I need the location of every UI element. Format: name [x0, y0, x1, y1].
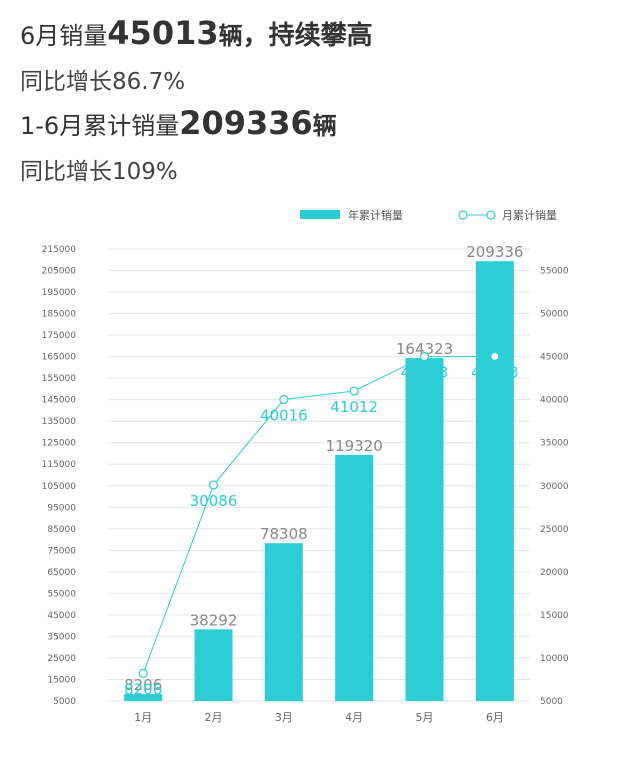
line-value-label: 41012	[330, 398, 378, 416]
bar-value-label: 8206	[124, 676, 162, 694]
headline-june-suffix: ，持续攀高	[242, 21, 373, 51]
headline-june-prefix: 6月销量	[20, 22, 108, 50]
right-tick-label: 15000	[540, 611, 569, 621]
bar-value-label: 164323	[396, 340, 453, 358]
line-value-label: 45013	[471, 364, 519, 382]
line-point	[419, 351, 430, 362]
left-tick-label: 5000	[53, 697, 76, 707]
line-series: 8206 30086 40016 41012 45003 45013	[124, 351, 519, 698]
left-tick-label: 85000	[47, 525, 76, 535]
left-tick-label: 25000	[47, 654, 76, 664]
left-tick-label: 125000	[42, 439, 77, 449]
bar-value-label: 119320	[326, 437, 383, 455]
left-tick-label: 195000	[42, 288, 77, 298]
left-tick-label: 115000	[42, 460, 77, 470]
left-tick-label: 185000	[42, 310, 77, 320]
bar	[264, 543, 303, 701]
left-tick-label: 55000	[47, 589, 76, 599]
left-tick-label: 135000	[42, 417, 77, 427]
bar-value-label: 38292	[190, 611, 238, 629]
x-tick-label: 2月	[205, 711, 223, 724]
headline-june-number: 45013	[107, 14, 219, 52]
line-point	[208, 480, 219, 490]
x-tick-label: 6月	[486, 711, 504, 724]
left-tick-label: 15000	[47, 675, 76, 685]
bar	[124, 694, 163, 701]
chart-legend: 年累计销量 月累计销量	[300, 208, 557, 222]
line-value-label: 8206	[124, 680, 162, 698]
right-tick-label: 20000	[540, 568, 569, 578]
legend-bar-label: 年累计销量	[348, 208, 403, 222]
headline-cumulative: 1-6月累计销量209336辆	[20, 104, 337, 142]
left-tick-label: 215000	[42, 245, 77, 255]
right-tick-label: 10000	[540, 654, 569, 664]
headline-june-unit: 辆	[218, 22, 243, 50]
left-tick-label: 95000	[47, 503, 76, 513]
legend-bar-swatch	[300, 210, 340, 219]
bar-value-label: 78308	[260, 525, 308, 543]
left-tick-label: 65000	[47, 568, 76, 578]
line-point	[138, 668, 148, 678]
line-point	[349, 386, 359, 396]
right-tick-label: 5000	[540, 697, 563, 707]
bar	[405, 358, 444, 701]
bar	[335, 454, 374, 701]
chart-gridlines	[108, 248, 530, 702]
line-point	[490, 351, 500, 362]
line-value-label: 40016	[260, 407, 308, 425]
x-tick-label: 5月	[416, 711, 434, 724]
right-tick-label: 30000	[540, 482, 569, 492]
sales-chart: 5000 15000 25000 35000 45000 55000 65000 75000 8…	[42, 208, 569, 724]
right-tick-label: 40000	[540, 396, 569, 406]
left-tick-label: 165000	[42, 353, 77, 363]
right-tick-label: 25000	[540, 525, 569, 535]
headline-cumulative-yoy: 同比增长109%	[20, 159, 178, 185]
left-tick-label: 205000	[42, 267, 77, 277]
left-tick-label: 105000	[42, 482, 77, 492]
bar-series: 8206 38292 78308 119320 164323 209336	[124, 243, 523, 701]
series-line	[142, 356, 495, 674]
right-tick-label: 45000	[540, 353, 569, 363]
left-tick-label: 75000	[47, 546, 76, 556]
bar-value-label: 209336	[466, 243, 523, 261]
legend-line-marker	[486, 210, 496, 220]
x-tick-label: 3月	[275, 711, 293, 724]
headline-june-yoy: 同比增长86.7%	[20, 69, 186, 95]
left-axis: 5000 15000 25000 35000 45000 55000 65000 75000 8…	[42, 245, 77, 707]
x-tick-label: 1月	[134, 711, 152, 724]
left-tick-label: 145000	[42, 396, 77, 406]
headline-cumulative-prefix: 1-6月累计销量	[20, 112, 180, 140]
headline-cumulative-unit: 辆	[312, 112, 337, 140]
right-tick-label: 55000	[540, 267, 569, 277]
headline-june-sales: 6月销量45013辆，持续攀高	[20, 14, 373, 52]
legend-line-marker	[458, 210, 468, 220]
left-tick-label: 175000	[42, 331, 77, 341]
left-tick-label: 155000	[42, 374, 77, 384]
line-point	[279, 394, 289, 405]
x-tick-label: 4月	[345, 711, 363, 724]
left-tick-label: 45000	[47, 611, 76, 621]
legend-line-label: 月累计销量	[502, 208, 557, 222]
line-value-label: 30086	[190, 492, 238, 510]
left-tick-label: 35000	[47, 632, 76, 642]
bar	[475, 261, 514, 701]
right-tick-label: 50000	[540, 310, 569, 320]
bar	[194, 629, 233, 701]
right-axis: 5000 10000 15000 20000 25000 30000 35000 40000 4…	[540, 267, 569, 707]
headline-cumulative-number: 209336	[179, 104, 313, 142]
line-value-label: 45003	[401, 364, 449, 382]
right-tick-label: 35000	[540, 439, 569, 449]
x-axis: 1月 2月 3月 4月 5月 6月	[134, 711, 504, 724]
